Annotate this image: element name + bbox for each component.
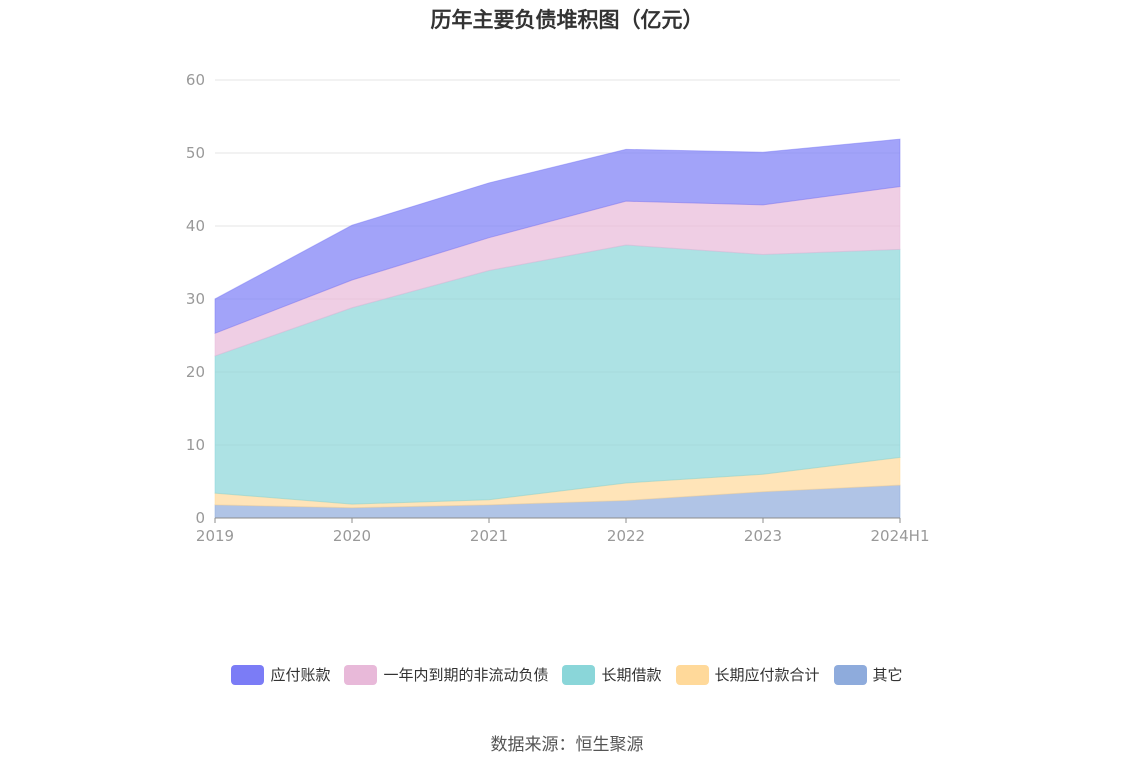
legend-swatch xyxy=(562,664,596,685)
x-tick-label: 2024H1 xyxy=(871,527,930,545)
y-tick-label: 20 xyxy=(186,363,205,381)
area-series xyxy=(214,138,901,519)
y-tick-label: 0 xyxy=(195,509,205,527)
legend-label: 应付账款 xyxy=(270,666,331,684)
legend-item[interactable]: 应付账款 xyxy=(231,664,330,685)
data-source: 数据来源：恒生聚源 xyxy=(490,735,644,755)
legend-item[interactable]: 长期应付款合计 xyxy=(675,664,820,685)
legend-swatch xyxy=(675,664,709,685)
legend-item[interactable]: 长期借款 xyxy=(562,664,662,685)
legend-label: 其它 xyxy=(872,666,903,684)
y-tick-label: 50 xyxy=(186,144,205,162)
y-tick-label: 60 xyxy=(186,71,205,89)
y-tick-label: 10 xyxy=(186,436,205,454)
legend-label: 长期借款 xyxy=(601,666,662,684)
legend-swatch xyxy=(833,664,867,685)
x-tick-label: 2021 xyxy=(470,527,508,545)
legend-label: 长期应付款合计 xyxy=(714,666,820,684)
legend-item[interactable]: 其它 xyxy=(833,664,903,685)
legend-label: 一年内到期的非流动负债 xyxy=(383,666,549,684)
x-tick-label: 2022 xyxy=(607,527,645,545)
x-tick-label: 2023 xyxy=(744,527,782,545)
x-tick-label: 2019 xyxy=(196,527,234,545)
legend-swatch xyxy=(344,664,378,685)
x-tick-label: 2020 xyxy=(333,527,371,545)
legend: 应付账款 一年内到期的非流动负债 长期借款 长期应付款合计 其它 xyxy=(0,664,1134,685)
legend-swatch xyxy=(231,664,265,685)
y-tick-label: 40 xyxy=(186,217,205,235)
area-应付账款 xyxy=(214,138,901,335)
legend-item[interactable]: 一年内到期的非流动负债 xyxy=(344,664,548,685)
axes: 0 10 20 30 40 50 60 2019 2020 2021 2022 2023 2024H1 xyxy=(186,71,930,545)
chart-title: 历年主要负债堆积图（亿元） xyxy=(430,8,704,32)
y-tick-label: 30 xyxy=(186,290,205,308)
